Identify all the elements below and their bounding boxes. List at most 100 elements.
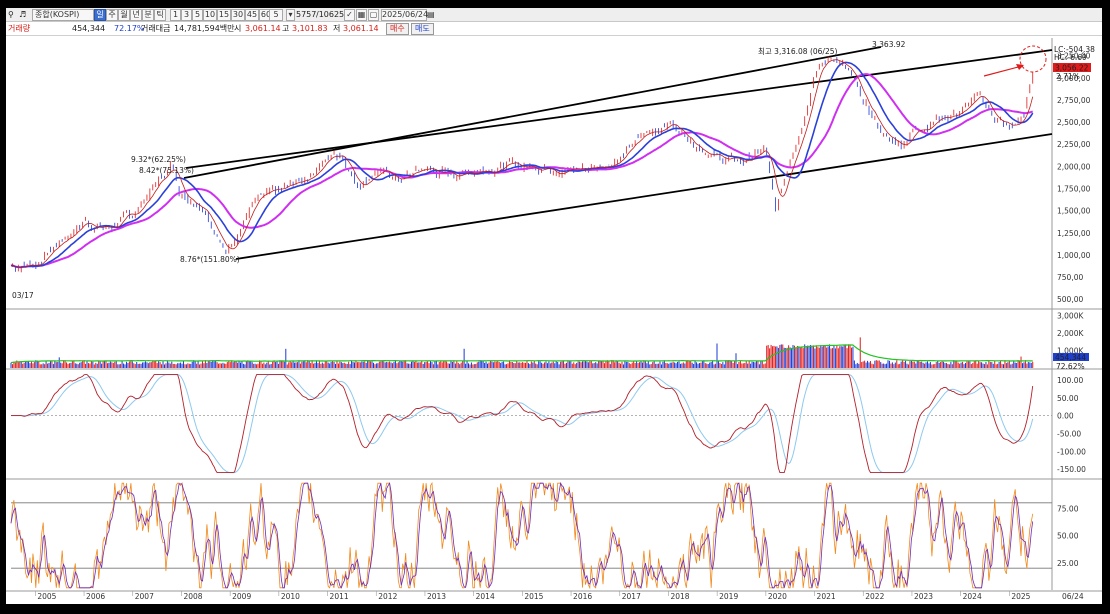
- high-value: 3,101.83: [292, 24, 328, 33]
- volume-pct: 72.17%: [114, 24, 145, 33]
- amount-label: 거래대금: [141, 24, 171, 33]
- price-tick-label: 750,00: [1057, 273, 1083, 282]
- oscillator-line: [11, 374, 1034, 474]
- oscillator-tick-label: 100.00: [1057, 376, 1083, 385]
- x-axis-label: 2021: [817, 592, 836, 601]
- x-axis-label: 2013: [427, 592, 446, 601]
- sell-button[interactable]: 매도: [411, 23, 434, 35]
- price-tick-label: 3,250,00: [1057, 52, 1091, 61]
- lc-label: LC:-504.38: [1054, 45, 1095, 54]
- stochastic-d-line: [10, 482, 1034, 589]
- stochastic-tick-label: 50.00: [1057, 532, 1079, 541]
- stochastic-tick-label: 25.00: [1057, 559, 1079, 568]
- oscillator-tick-label: -150.00: [1057, 465, 1086, 474]
- tab-month[interactable]: 월: [118, 9, 130, 21]
- stochastic-k-line: [10, 481, 1034, 590]
- price-tick-label: 1,750,00: [1057, 184, 1091, 193]
- volume-tick-label: 3,000K: [1057, 311, 1084, 320]
- oscillator-tick-label: -50.00: [1057, 429, 1081, 438]
- x-axis-label: 2007: [135, 592, 154, 601]
- speaker-icon[interactable]: ♬: [19, 10, 27, 19]
- x-axis-label: 2005: [37, 592, 56, 601]
- x-axis-label: 06/24: [1062, 592, 1084, 601]
- highlight-arrow: [983, 65, 1023, 77]
- low-value: 3,061.14: [343, 24, 379, 33]
- channel-line-outer: [183, 46, 882, 179]
- volume-label: 거래량: [8, 24, 31, 33]
- x-axis-label: 2022: [865, 592, 884, 601]
- price-tag-box: [1053, 63, 1091, 72]
- interval-15[interactable]: 15: [217, 9, 231, 21]
- calendar-icon[interactable]: ▤: [427, 10, 435, 19]
- price-tick-label: 2,500,00: [1057, 118, 1091, 127]
- x-axis-label: 2014: [476, 592, 495, 601]
- annotation-channel-top: 3,363.92: [872, 40, 906, 49]
- tab-day[interactable]: 일: [94, 9, 106, 21]
- annotation-pct1: 9.32*(62.25%): [131, 155, 186, 164]
- price-tick-label: 2,000,00: [1057, 162, 1091, 171]
- interval-5[interactable]: 5: [192, 9, 203, 21]
- stock-chart[interactable]: 3,250,00 3,000,00 2,750,00 2,500,00 2,250,00…: [6, 8, 1102, 604]
- tab-tick[interactable]: 틱: [154, 9, 166, 21]
- highlight-arrow-head: [1016, 64, 1024, 70]
- high-label: 고: [282, 24, 290, 33]
- x-axis-label: 2008: [183, 592, 202, 601]
- date-input[interactable]: 2025/06/24: [381, 9, 429, 21]
- x-axis-label: 2010: [281, 592, 300, 601]
- x-axis-label: 2012: [378, 592, 397, 601]
- open-value: 3,061.14: [245, 24, 281, 33]
- buy-button[interactable]: 매수: [386, 23, 409, 35]
- price-tick-label: 500,00: [1057, 295, 1083, 304]
- volume-value: 454,344: [72, 24, 106, 33]
- price-tick-label: 2,250,00: [1057, 140, 1091, 149]
- x-axis-label: 2011: [330, 592, 349, 601]
- price-tick-label: 1,000,00: [1057, 251, 1091, 260]
- hc-label: HC:-6.69: [1054, 53, 1087, 62]
- lock-icon[interactable]: ✓: [344, 9, 355, 21]
- tab-year[interactable]: 년: [130, 9, 142, 21]
- annotation-pct2: 8.42*(75.13%): [139, 166, 194, 175]
- pct-tag: 2.71%: [1056, 72, 1080, 81]
- count-value[interactable]: 5757: [296, 10, 317, 19]
- print-icon[interactable]: ▢: [368, 9, 379, 21]
- channel-line-upper: [185, 49, 1053, 169]
- x-axis-label: 2025: [1011, 592, 1030, 601]
- price-tag: 3,056.22: [1055, 64, 1089, 73]
- interval-1[interactable]: 1: [170, 9, 181, 21]
- annotation-pct3: 8.76*(151.80%): [180, 255, 240, 264]
- oscillator-tick-label: 50.00: [1057, 394, 1079, 403]
- price-ma-mid: [10, 61, 1034, 269]
- price-tick-label: 2,750,00: [1057, 96, 1091, 105]
- save-icon[interactable]: ▦: [356, 9, 367, 21]
- info-bar: 거래량 454,344 72.17% 거래대금 14,781,594백만 시 3…: [6, 22, 1102, 36]
- interval-10[interactable]: 10: [203, 9, 217, 21]
- stochastic-tick-label: 75.00: [1057, 504, 1079, 513]
- x-axis-label: 2024: [963, 592, 982, 601]
- dropdown-icon[interactable]: ▾: [286, 9, 295, 21]
- x-axis-label: 2016: [573, 592, 592, 601]
- interval-3[interactable]: 3: [181, 9, 192, 21]
- x-axis-label: 2018: [670, 592, 689, 601]
- tab-minute[interactable]: 분: [142, 9, 154, 21]
- count-total: /10625: [316, 10, 345, 19]
- x-axis-label: 2017: [622, 592, 641, 601]
- interval-30[interactable]: 30: [231, 9, 245, 21]
- annotation-start-date: 03/17: [12, 291, 34, 300]
- channel-line-lower: [235, 133, 1053, 260]
- price-line: [10, 59, 1034, 268]
- volume-pct-tag: 72.62%: [1056, 362, 1085, 371]
- x-axis-label: 2020: [768, 592, 787, 601]
- chart-window: ⚲ ♬ 종합(KOSPI) 일 주 월 년 분 틱 1 3 5 10 15 30…: [6, 8, 1102, 604]
- search-icon[interactable]: ⚲: [8, 10, 14, 19]
- market-selector[interactable]: 종합(KOSPI): [32, 9, 94, 21]
- field-input[interactable]: 5: [269, 9, 283, 21]
- oscillator-tick-label: -100.00: [1057, 447, 1086, 456]
- oscillator-signal: [11, 374, 1034, 474]
- tab-week[interactable]: 주: [106, 9, 118, 21]
- oscillator-tick-label: 0.00: [1057, 412, 1074, 421]
- interval-45[interactable]: 45: [245, 9, 259, 21]
- volume-tag: 454,344: [1055, 353, 1086, 362]
- annotation-high: 최고 3,316.08 (06/25): [758, 46, 838, 56]
- volume-tick-label: 2,000K: [1057, 329, 1084, 338]
- volume-ma: [10, 344, 1033, 364]
